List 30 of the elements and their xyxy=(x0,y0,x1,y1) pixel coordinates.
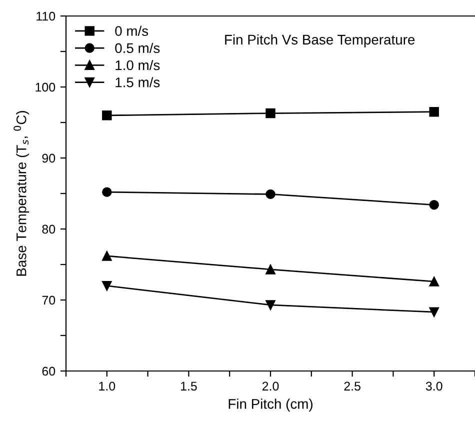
x-tick-label: 1.0 xyxy=(99,382,116,391)
point xyxy=(266,189,276,200)
y-tick-label: 110 xyxy=(36,12,56,21)
y-tick-label: 60 xyxy=(42,366,56,376)
point xyxy=(102,187,112,197)
point xyxy=(429,307,439,317)
x-axis-title: Fin Pitch (cm) xyxy=(228,398,312,412)
y-tick-label: 100 xyxy=(36,82,56,92)
point xyxy=(102,251,112,261)
y-axis-title: Base Temperature (T$_{s}$, $^{0}$C) xyxy=(14,111,30,276)
text: Fin Pitch Vs Base Temperature xyxy=(225,34,415,48)
point xyxy=(429,276,439,286)
point xyxy=(266,108,276,118)
y-tick-label: 90 xyxy=(42,154,56,163)
y-tick-label: 80 xyxy=(42,224,56,234)
legend-label: 0 m/s xyxy=(115,26,148,36)
legend-label: 1.5 m/s xyxy=(116,77,160,88)
y-tick-label: 70 xyxy=(42,296,56,305)
x-tick-label: 3.0 xyxy=(426,382,442,391)
legend-label: 1.0 m/s xyxy=(116,60,160,70)
point xyxy=(429,200,439,210)
point xyxy=(102,110,112,120)
point xyxy=(102,280,112,291)
legend-label: 0.5 m/s xyxy=(115,42,160,54)
point xyxy=(266,300,276,310)
x-tick-label: 2.0 xyxy=(262,382,279,391)
point xyxy=(429,106,439,117)
x-tick-label: 2.5 xyxy=(344,382,360,391)
point xyxy=(266,264,276,274)
x-tick-label: 1.5 xyxy=(180,382,197,391)
